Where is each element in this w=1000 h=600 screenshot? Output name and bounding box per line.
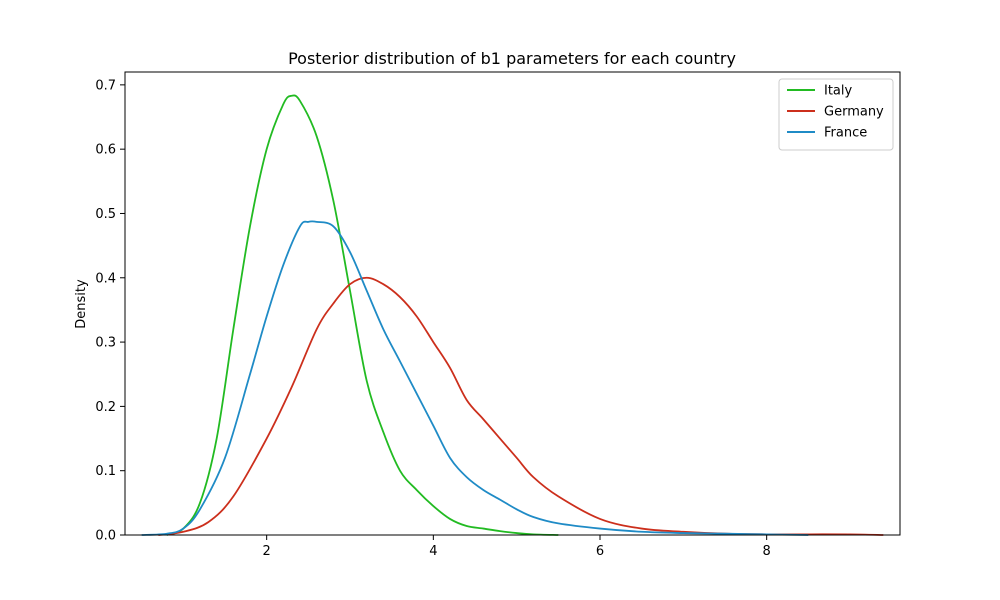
y-tick-label: 0.5 bbox=[95, 207, 116, 222]
y-tick-label: 0.6 bbox=[95, 143, 116, 158]
y-tick-label: 0.7 bbox=[95, 78, 116, 93]
legend-label-italy: Italy bbox=[824, 84, 853, 99]
y-tick-label: 0.4 bbox=[95, 271, 116, 286]
y-tick-label: 0.2 bbox=[95, 400, 116, 415]
legend-label-germany: Germany bbox=[824, 105, 884, 120]
x-tick-label: 6 bbox=[596, 544, 604, 559]
legend-label-france: France bbox=[824, 126, 867, 141]
y-tick-label: 0.1 bbox=[95, 464, 116, 479]
y-axis: 0.0 0.1 0.2 0.3 0.4 0.5 0.6 0.7 bbox=[95, 78, 125, 544]
plot-frame bbox=[124, 71, 901, 536]
x-axis: 2 4 6 8 bbox=[263, 535, 771, 559]
x-tick-label: 8 bbox=[763, 544, 771, 559]
chart-title: Posterior distribution of b1 parameters … bbox=[288, 49, 736, 68]
x-tick-label: 4 bbox=[429, 544, 437, 559]
legend: Italy Germany France bbox=[778, 78, 894, 151]
y-tick-label: 0.0 bbox=[95, 529, 116, 544]
series-layer bbox=[141, 94, 884, 536]
series-line-italy bbox=[166, 94, 559, 536]
x-tick-label: 2 bbox=[263, 544, 271, 559]
series-line-france bbox=[141, 220, 809, 536]
y-tick-label: 0.3 bbox=[95, 336, 116, 351]
y-axis-label: Density bbox=[74, 279, 89, 329]
